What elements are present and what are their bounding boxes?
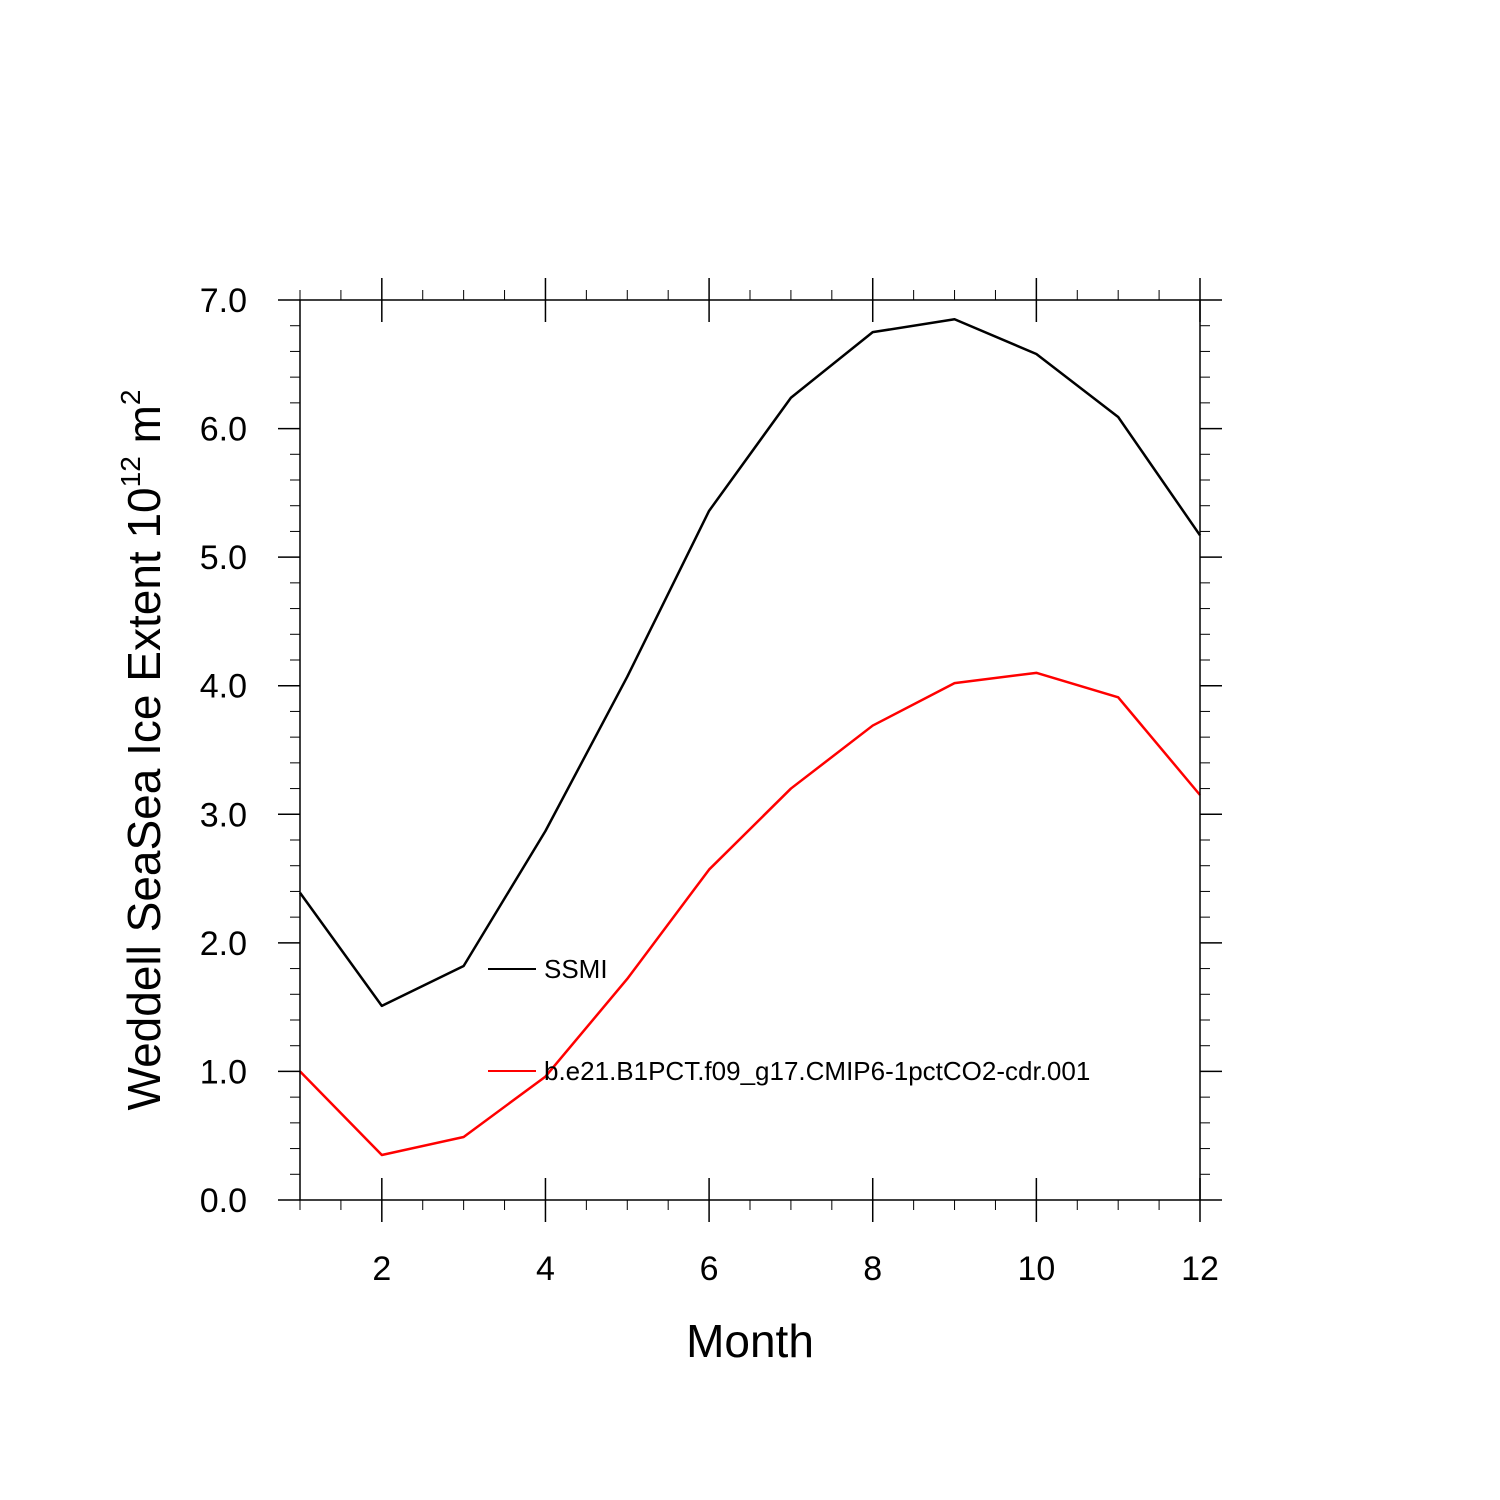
x-tick-label: 6 bbox=[700, 1250, 719, 1288]
legend-label-model: b.e21.B1PCT.f09_g17.CMIP6-1pctCO2-cdr.00… bbox=[544, 1056, 1090, 1086]
minor-ticks bbox=[290, 290, 1210, 1210]
x-tick-label: 12 bbox=[1181, 1250, 1219, 1288]
y-axis-title: Weddell SeaSea Ice Extent 1012 m2 bbox=[115, 390, 170, 1111]
y-axis-title-unit: m bbox=[118, 405, 170, 456]
series-line-ssmi bbox=[298, 318, 1202, 1008]
y-axis-title-unit-exponent: 2 bbox=[115, 390, 146, 406]
y-tick-label: 3.0 bbox=[200, 796, 247, 834]
x-tick-label: 2 bbox=[372, 1250, 391, 1288]
series-line-model bbox=[299, 671, 1201, 1157]
x-tick-label: 8 bbox=[863, 1250, 882, 1288]
y-axis-title-main: Weddell SeaSea Ice Extent 10 bbox=[118, 487, 170, 1110]
y-tick-label: 6.0 bbox=[200, 411, 247, 449]
x-tick-label: 4 bbox=[536, 1250, 555, 1288]
plot-frame bbox=[299, 299, 1201, 1201]
tick-labels: 2 4 6 8 10 12 0.0 1.0 2.0 3.0 4.0 5.0 6.0 7.0 bbox=[200, 282, 1219, 1288]
y-tick-label: 2.0 bbox=[200, 925, 247, 963]
x-axis-title: Month bbox=[686, 1315, 814, 1367]
y-tick-label: 5.0 bbox=[200, 539, 247, 577]
legend-label-ssmi: SSMI bbox=[544, 954, 608, 984]
y-tick-label: 4.0 bbox=[200, 668, 247, 706]
y-tick-label: 7.0 bbox=[200, 282, 247, 320]
y-tick-label: 1.0 bbox=[200, 1053, 247, 1091]
x-tick-label: 10 bbox=[1017, 1250, 1055, 1288]
y-axis-title-exponent: 12 bbox=[115, 456, 146, 487]
y-tick-label: 0.0 bbox=[200, 1182, 247, 1220]
series-lines bbox=[298, 318, 1202, 1157]
legend: SSMI b.e21.B1PCT.f09_g17.CMIP6-1pctCO2-c… bbox=[488, 954, 1090, 1086]
